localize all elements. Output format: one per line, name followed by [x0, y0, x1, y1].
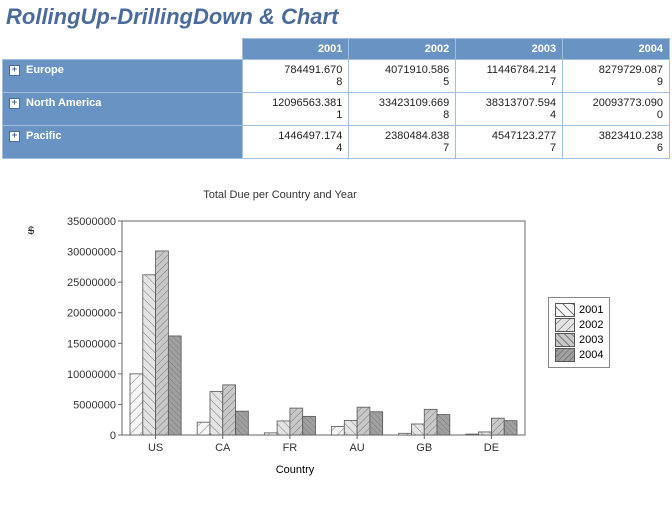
y-tick-label: 20000000: [67, 308, 116, 320]
legend-swatch: [555, 348, 575, 362]
y-tick-label: 0: [110, 430, 116, 442]
x-tick-label: CA: [215, 442, 231, 454]
data-cell: 1446497.1744: [242, 126, 349, 159]
legend-item: 2001: [555, 303, 603, 317]
data-cell: 784491.6708: [242, 60, 349, 93]
bar: [399, 433, 412, 435]
bar: [332, 426, 345, 435]
bar: [264, 433, 277, 435]
col-header: 2001: [242, 39, 349, 60]
y-tick-label: 10000000: [67, 369, 116, 381]
y-axis-unit: $: [28, 225, 34, 237]
expand-icon[interactable]: +: [9, 98, 20, 109]
page-title: RollingUp-DrillingDown & Chart: [6, 4, 672, 30]
bar: [370, 412, 383, 435]
x-tick-label: US: [148, 442, 163, 454]
bar: [437, 415, 450, 435]
bar: [143, 275, 156, 435]
bar: [411, 424, 424, 435]
data-cell: 12096563.3811: [242, 93, 349, 126]
x-tick-label: FR: [283, 442, 298, 454]
x-axis-title: Country: [60, 464, 530, 476]
legend-label: 2003: [579, 334, 603, 346]
legend-swatch: [555, 318, 575, 332]
x-tick-label: DE: [484, 442, 499, 454]
bar: [303, 416, 316, 435]
bar: [424, 409, 437, 435]
x-tick-label: GB: [416, 442, 432, 454]
bar: [223, 385, 236, 435]
bar: [479, 432, 492, 435]
table-row: + Pacific 1446497.17442380484.83874547123.…: [3, 126, 670, 159]
row-label: North America: [26, 97, 101, 109]
legend-label: 2001: [579, 304, 603, 316]
chart-title: Total Due per Country and Year: [0, 189, 560, 201]
bar: [210, 392, 223, 435]
chart-area: Total Due per Country and Year $ 0 500000…: [0, 189, 672, 489]
legend-label: 2002: [579, 319, 603, 331]
row-label: Pacific: [26, 130, 61, 142]
bar: [357, 407, 370, 435]
y-tick-label: 35000000: [67, 216, 116, 228]
legend-swatch: [555, 333, 575, 347]
data-cell: 3823410.2386: [563, 126, 670, 159]
data-cell: 38313707.5944: [456, 93, 563, 126]
row-header[interactable]: + Europe: [3, 60, 243, 93]
bar: [290, 408, 303, 435]
data-cell: 8279729.0879: [563, 60, 670, 93]
legend-item: 2004: [555, 348, 603, 362]
row-header[interactable]: + North America: [3, 93, 243, 126]
table-row: + Europe 784491.67084071910.586511446784.2…: [3, 60, 670, 93]
y-tick-label: 15000000: [67, 338, 116, 350]
data-cell: 4547123.2777: [456, 126, 563, 159]
legend-label: 2004: [579, 349, 603, 361]
expand-icon[interactable]: +: [9, 65, 20, 76]
bar: [504, 421, 517, 435]
legend-item: 2002: [555, 318, 603, 332]
table-corner: [3, 39, 243, 60]
col-header: 2003: [456, 39, 563, 60]
y-tick-label: 5000000: [73, 399, 116, 411]
row-header[interactable]: + Pacific: [3, 126, 243, 159]
expand-icon[interactable]: +: [9, 131, 20, 142]
table-row: + North America 12096563.381133423109.6698…: [3, 93, 670, 126]
row-label: Europe: [26, 64, 64, 76]
pivot-table: 2001200220032004 + Europe 784491.670840719…: [2, 38, 670, 159]
x-tick-label: AU: [349, 442, 364, 454]
bar: [466, 434, 479, 435]
col-header: 2002: [349, 39, 456, 60]
bar: [168, 336, 181, 435]
data-cell: 20093773.0900: [563, 93, 670, 126]
bar: [197, 422, 210, 435]
bar: [277, 421, 290, 435]
bar: [344, 420, 357, 435]
data-cell: 4071910.5865: [349, 60, 456, 93]
y-tick-label: 25000000: [67, 277, 116, 289]
chart-svg: 0 5000000 10000000 15000000 20000000 25000000…: [60, 207, 530, 462]
bar: [236, 411, 249, 435]
bar: [491, 418, 504, 435]
legend-swatch: [555, 303, 575, 317]
legend-item: 2003: [555, 333, 603, 347]
legend: 2001 2002 2003 2004: [548, 297, 610, 368]
y-tick-label: 30000000: [67, 247, 116, 259]
bar: [130, 374, 143, 435]
data-cell: 33423109.6698: [349, 93, 456, 126]
data-cell: 2380484.8387: [349, 126, 456, 159]
data-cell: 11446784.2147: [456, 60, 563, 93]
col-header: 2004: [563, 39, 670, 60]
bar: [156, 251, 169, 435]
